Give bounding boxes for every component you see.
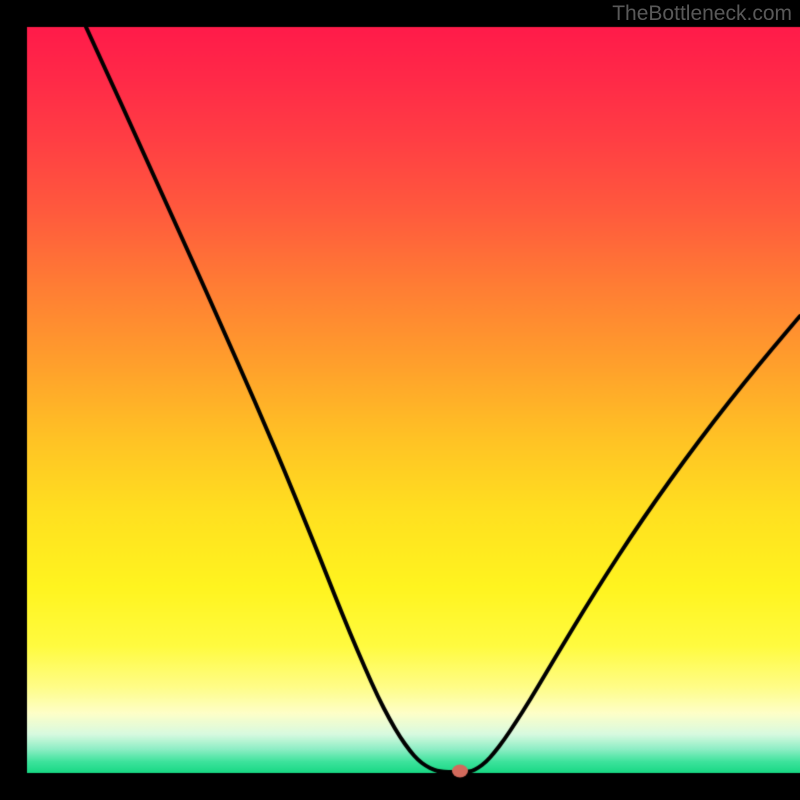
chart-stage: TheBottleneck.com [0, 0, 800, 800]
bottleneck-chart-canvas [0, 0, 800, 800]
